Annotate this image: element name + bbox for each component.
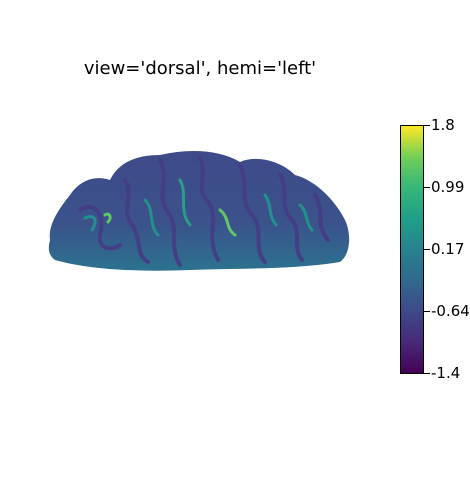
gyrus-highlight-4: [218, 208, 237, 237]
gyrus-highlight-1: [83, 215, 97, 232]
sulcus-6: [278, 173, 304, 262]
colorbar-tick: [424, 249, 430, 250]
sulcus-1: [78, 204, 122, 251]
colorbar-tick: [424, 311, 430, 312]
colorbar-tick-label: 0.17: [431, 240, 465, 258]
sulcus-3: [158, 158, 182, 267]
colorbar: [400, 125, 424, 374]
colorbar-tick: [424, 373, 430, 374]
brain-surface-render: [40, 140, 360, 280]
brain-surface-svg: [48, 150, 350, 271]
gyrus-highlight-7: [298, 203, 314, 232]
colorbar-tick-label: 0.99: [431, 178, 465, 196]
gyrus-highlight-5: [103, 212, 112, 224]
sulcus-2: [123, 178, 150, 264]
sulcus-5: [238, 163, 267, 264]
gyrus-highlight-3: [178, 178, 192, 227]
sulcus-4: [198, 156, 220, 262]
colorbar-tick: [424, 125, 430, 126]
colorbar-tick-label: 1.8: [431, 116, 455, 134]
gyrus-highlight-2: [143, 198, 160, 237]
figure-title: view='dorsal', hemi='left': [83, 58, 317, 79]
colorbar-tick-label: -0.64: [431, 302, 470, 320]
colorbar-tick: [424, 187, 430, 188]
gyrus-highlight-6: [263, 193, 278, 227]
colorbar-tick-label: -1.4: [431, 364, 461, 382]
sulcus-7: [313, 193, 330, 242]
